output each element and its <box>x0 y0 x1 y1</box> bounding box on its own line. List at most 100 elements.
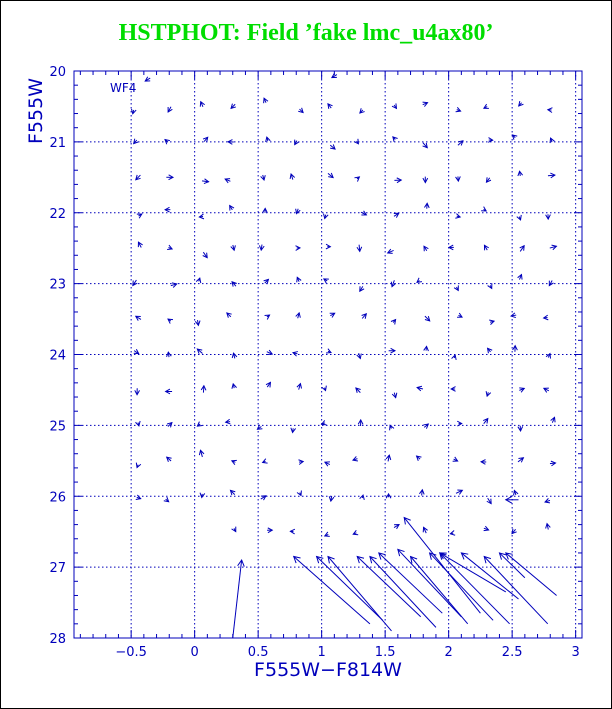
residual-arrow <box>296 490 302 497</box>
residual-arrow-head <box>229 204 235 211</box>
displacement-arrow-head <box>327 555 335 564</box>
x-axis-label: F555W−F814W <box>254 659 402 681</box>
residual-arrow-head <box>199 492 206 499</box>
residual-arrow <box>230 244 236 252</box>
residual-arrow <box>264 314 271 320</box>
residual-arrow-head <box>323 213 329 220</box>
residual-arrow-head <box>424 202 430 209</box>
residual-arrow <box>360 210 368 216</box>
residual-arrow-head <box>263 278 270 285</box>
residual-arrow-head <box>327 103 333 109</box>
residual-arrow <box>231 281 237 287</box>
residual-arrow-head <box>137 241 143 248</box>
residual-arrow <box>455 176 461 183</box>
residual-arrow <box>166 174 175 181</box>
residual-arrow <box>393 524 400 530</box>
residual-arrow-head <box>517 170 524 177</box>
residual-arrow <box>325 348 332 354</box>
residual-arrow <box>195 277 202 284</box>
residual-arrow <box>135 174 141 181</box>
displacement-arrow <box>505 552 557 596</box>
residual-arrow <box>545 214 551 221</box>
displacement-arrow <box>504 495 519 504</box>
residual-arrow-head <box>295 311 301 318</box>
residual-arrow-head <box>263 97 269 104</box>
residual-arrow <box>136 213 143 219</box>
y-tick-label: 22 <box>49 207 66 222</box>
residual-arrow <box>542 314 549 321</box>
y-tick-label: 20 <box>49 65 66 80</box>
residual-arrow-head <box>330 72 337 79</box>
x-tick-label: 3 <box>572 645 580 660</box>
residual-arrow-head <box>489 319 496 325</box>
residual-arrow-head <box>231 382 237 389</box>
residual-arrow-head <box>452 456 459 462</box>
residual-arrow-head <box>386 248 393 254</box>
residual-arrow <box>322 278 329 284</box>
displacement-arrow-shaft <box>483 556 549 625</box>
residual-arrow <box>544 498 551 504</box>
residual-arrow <box>542 387 550 393</box>
residual-arrow <box>296 276 302 283</box>
residual-arrow-head <box>265 136 271 143</box>
residual-arrow-head <box>357 418 364 425</box>
residual-arrow <box>144 76 151 82</box>
residual-arrow <box>385 492 392 499</box>
residual-arrow <box>167 244 174 251</box>
residual-arrow-head <box>545 522 551 529</box>
residual-arrow <box>483 417 489 425</box>
residual-arrow-head <box>267 349 274 356</box>
residual-arrow-head <box>510 312 516 319</box>
residual-arrow <box>394 177 403 184</box>
residual-arrow-head <box>359 494 365 501</box>
residual-arrow-head <box>295 208 301 215</box>
residual-arrow <box>390 318 397 325</box>
residual-arrow-head <box>353 138 360 145</box>
residual-arrow <box>549 460 557 467</box>
residual-arrow-head <box>518 457 525 463</box>
residual-arrow <box>486 347 493 354</box>
residual-arrow-shaft <box>197 348 203 354</box>
displacement-arrow-head <box>237 559 245 567</box>
residual-arrow-shaft <box>483 418 489 425</box>
residual-arrow <box>229 204 235 211</box>
residual-arrow-shaft <box>387 249 394 254</box>
residual-arrow <box>202 136 209 143</box>
residual-arrow <box>356 353 362 360</box>
residual-arrow-shaft <box>327 172 334 178</box>
residual-arrow-head <box>548 280 554 287</box>
residual-arrow-head <box>202 136 209 143</box>
displacement-arrow-head <box>403 516 411 525</box>
residual-arrow <box>165 456 172 463</box>
residual-arrow-shaft <box>391 280 395 287</box>
residual-arrow-head <box>485 391 492 398</box>
residual-arrow <box>224 178 231 184</box>
residual-arrow <box>513 489 519 496</box>
residual-arrow-head <box>196 421 203 427</box>
residual-arrow-head <box>486 347 493 354</box>
residual-arrow <box>353 138 360 145</box>
residual-arrow-head <box>544 498 551 504</box>
residual-arrow-head <box>550 172 556 179</box>
residual-arrow-head <box>455 176 461 183</box>
residual-arrow-head <box>356 353 362 360</box>
residual-arrow-head <box>202 252 208 259</box>
residual-arrow-head <box>455 213 462 219</box>
residual-arrow-head <box>483 525 490 532</box>
residual-arrow <box>549 137 555 144</box>
residual-arrow <box>231 382 237 389</box>
residual-arrow <box>226 312 232 318</box>
y-tick-label: 26 <box>49 490 66 505</box>
residual-arrow <box>296 382 302 390</box>
residual-arrow-head <box>356 246 363 253</box>
residual-arrow <box>199 492 206 499</box>
residual-arrow <box>546 107 553 113</box>
residual-arrow-head <box>135 420 141 427</box>
residual-arrow <box>295 311 301 319</box>
residual-arrow-head <box>422 177 429 184</box>
residual-arrow-shaft <box>423 527 427 534</box>
residual-arrow-head <box>298 459 305 465</box>
residual-arrow-head <box>351 456 358 462</box>
residual-arrow-head <box>511 134 518 140</box>
